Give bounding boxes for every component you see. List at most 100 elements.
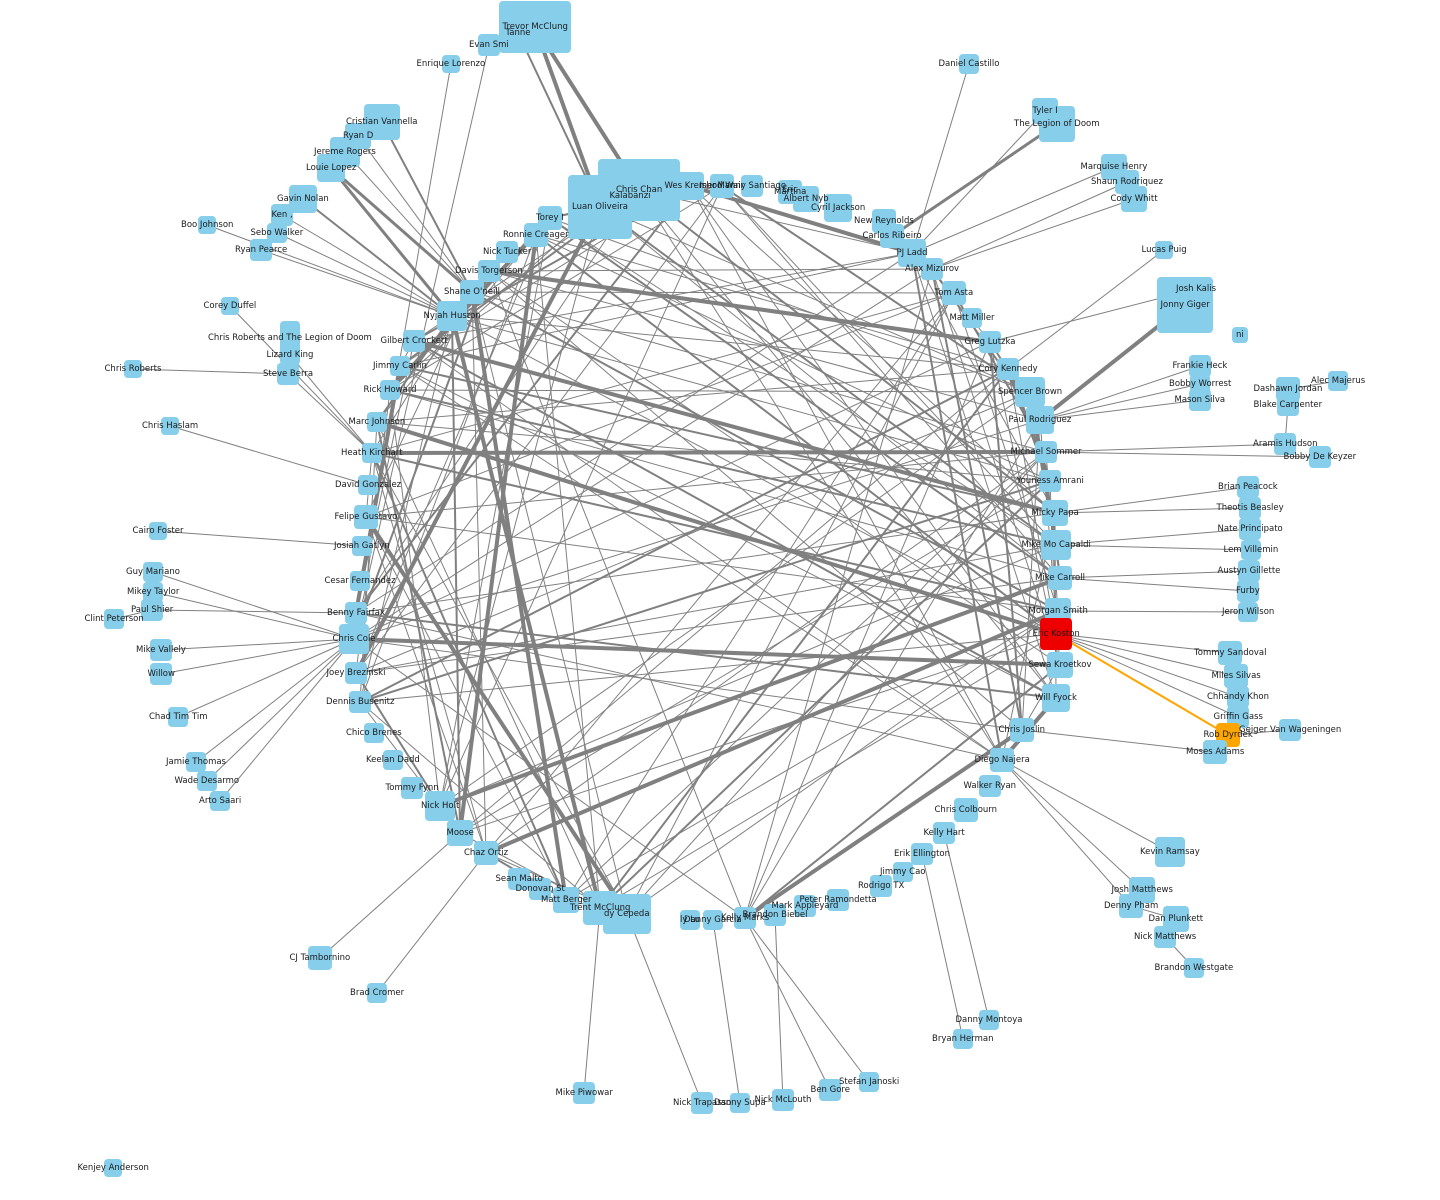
graph-node[interactable] <box>505 20 531 46</box>
graph-node[interactable] <box>1239 497 1261 519</box>
graph-node[interactable] <box>367 983 387 1003</box>
graph-node[interactable] <box>358 475 378 495</box>
graph-node[interactable] <box>1048 566 1072 590</box>
graph-node[interactable] <box>1241 540 1261 560</box>
graph-node[interactable] <box>383 750 403 770</box>
graph-node[interactable] <box>221 297 239 315</box>
graph-node[interactable] <box>349 691 371 713</box>
graph-node[interactable] <box>1239 518 1261 540</box>
graph-node[interactable] <box>1203 740 1227 764</box>
graph-node[interactable] <box>933 822 955 844</box>
graph-node[interactable] <box>362 443 382 463</box>
graph-node[interactable] <box>345 662 367 684</box>
graph-node[interactable] <box>703 910 723 930</box>
graph-node[interactable] <box>1047 652 1073 678</box>
graph-node[interactable] <box>529 878 551 900</box>
graph-node[interactable] <box>1010 718 1034 742</box>
graph-node[interactable] <box>447 820 473 846</box>
graph-node[interactable] <box>197 771 217 791</box>
graph-node[interactable] <box>271 204 293 226</box>
graph-node[interactable] <box>198 216 216 234</box>
graph-node[interactable] <box>1218 641 1242 665</box>
graph-node[interactable] <box>352 536 372 556</box>
graph-node[interactable] <box>997 358 1019 380</box>
graph-node[interactable] <box>250 239 272 261</box>
graph-node[interactable] <box>280 345 300 365</box>
graph-node[interactable] <box>442 55 460 73</box>
graph-node[interactable] <box>954 798 978 822</box>
graph-node[interactable] <box>573 1082 595 1104</box>
graph-node[interactable] <box>979 331 1001 353</box>
graph-node[interactable] <box>1042 684 1070 712</box>
graph-node[interactable] <box>680 910 700 930</box>
graph-node[interactable] <box>317 154 345 182</box>
graph-node[interactable] <box>1227 686 1249 708</box>
graph-node[interactable] <box>870 875 892 897</box>
graph-node[interactable] <box>354 505 378 529</box>
graph-node[interactable] <box>1279 719 1301 741</box>
graph-node[interactable] <box>1121 186 1147 212</box>
graph-node[interactable] <box>741 175 763 197</box>
graph-node[interactable] <box>893 862 913 882</box>
graph-node[interactable] <box>104 1159 122 1177</box>
graph-node[interactable] <box>1026 406 1054 434</box>
graph-node[interactable] <box>401 777 423 799</box>
graph-node[interactable] <box>764 904 786 926</box>
graph-node[interactable] <box>691 1092 713 1114</box>
graph-node[interactable] <box>772 1089 794 1111</box>
graph-node[interactable] <box>734 907 756 929</box>
graph-node[interactable] <box>149 522 167 540</box>
graph-node[interactable] <box>827 889 849 911</box>
graph-node[interactable] <box>104 609 124 629</box>
graph-node[interactable] <box>478 260 500 282</box>
graph-node[interactable] <box>143 582 163 602</box>
graph-node[interactable] <box>942 281 966 305</box>
graph-node[interactable] <box>959 54 979 74</box>
graph-node[interactable] <box>267 223 287 243</box>
graph-node[interactable] <box>186 752 206 772</box>
graph-node[interactable] <box>1035 441 1057 463</box>
graph-node[interactable] <box>819 1079 841 1101</box>
graph-node[interactable] <box>921 258 943 280</box>
graph-node[interactable] <box>1155 241 1173 259</box>
graph-node[interactable] <box>1015 377 1045 407</box>
graph-node[interactable] <box>437 301 467 331</box>
graph-node[interactable] <box>150 639 172 661</box>
graph-node[interactable] <box>339 624 369 654</box>
graph-node[interactable] <box>364 723 384 743</box>
graph-node[interactable] <box>425 791 455 821</box>
graph-node[interactable] <box>124 360 142 378</box>
graph-node[interactable] <box>979 1010 999 1030</box>
graph-node[interactable] <box>1224 664 1248 688</box>
graph-node[interactable] <box>793 186 819 212</box>
graph-node[interactable] <box>911 843 933 865</box>
graph-node[interactable] <box>1041 530 1071 560</box>
graph-node[interactable] <box>150 663 172 685</box>
graph-node[interactable] <box>496 241 518 263</box>
graph-node[interactable] <box>676 172 704 200</box>
graph-node[interactable] <box>403 330 425 352</box>
graph-node[interactable] <box>824 194 852 222</box>
graph-node[interactable] <box>730 1093 750 1113</box>
graph-node[interactable] <box>1155 837 1185 867</box>
graph-node[interactable] <box>859 1072 879 1092</box>
graph-node[interactable] <box>979 775 1001 797</box>
graph-node[interactable] <box>610 176 650 216</box>
graph-node[interactable] <box>710 174 734 198</box>
graph-node[interactable] <box>1274 433 1296 455</box>
graph-node[interactable] <box>161 417 179 435</box>
graph-node[interactable] <box>1232 327 1248 343</box>
graph-node[interactable] <box>390 356 410 376</box>
graph-node[interactable] <box>350 571 370 591</box>
graph-node[interactable] <box>1277 394 1299 416</box>
graph-node[interactable] <box>141 599 163 621</box>
graph-node[interactable] <box>1119 894 1143 918</box>
graph-node[interactable] <box>1039 470 1061 492</box>
graph-node[interactable] <box>1309 446 1331 468</box>
graph-node[interactable] <box>168 707 188 727</box>
graph-node[interactable] <box>478 34 500 56</box>
graph-node[interactable] <box>508 868 530 890</box>
graph-node[interactable] <box>308 946 332 970</box>
graph-node[interactable] <box>1189 355 1211 377</box>
graph-node[interactable] <box>1040 618 1072 650</box>
